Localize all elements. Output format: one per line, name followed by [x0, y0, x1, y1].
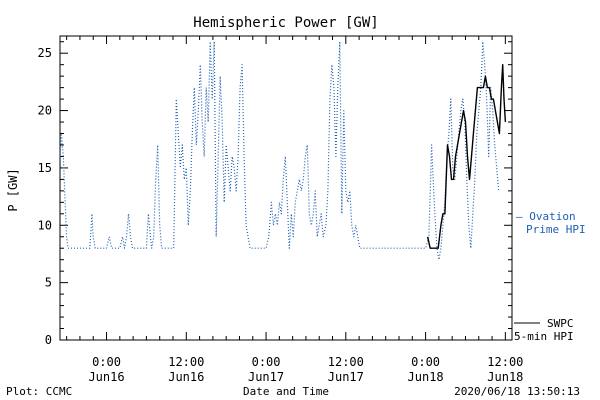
series-layer — [59, 41, 507, 261]
y-tick-label: 10 — [38, 218, 52, 232]
x-tick-date-label: Jun18 — [487, 370, 523, 384]
x-tick-date-label: Jun16 — [88, 370, 124, 384]
x-axis-label: Date and Time — [243, 385, 329, 398]
x-tick-time-label: 0:00 — [92, 355, 121, 369]
legend-swpc: SWPC 5-min HPI — [514, 317, 574, 343]
y-axis: 0 5 10 15 20 25 — [38, 41, 512, 347]
y-axis-label: P [GW] — [6, 168, 20, 211]
x-tick-time-label: 0:00 — [411, 355, 440, 369]
x-tick-date-label: Jun17 — [248, 370, 284, 384]
y-tick-label: 15 — [38, 161, 52, 175]
x-tick-time-label: 12:00 — [328, 355, 364, 369]
x-tick-date-label: Jun17 — [328, 370, 364, 384]
y-tick-label: 5 — [45, 276, 52, 290]
legend-ovation: — Ovation Prime HPI — [516, 210, 586, 236]
legend-ovation-line2: Prime HPI — [526, 223, 586, 236]
series-swpc-line — [426, 64, 507, 249]
series-ovation-prime-line — [59, 41, 500, 261]
x-axis: 0:00Jun1612:00Jun160:00Jun1712:00Jun170:… — [66, 36, 523, 384]
x-tick-date-label: Jun16 — [168, 370, 204, 384]
plot-credit: Plot: CCMC — [6, 385, 72, 398]
legend-swpc-line1: SWPC — [547, 317, 574, 330]
legend-ovation-line1: — Ovation — [516, 210, 576, 223]
y-tick-label: 20 — [38, 104, 52, 118]
x-tick-time-label: 12:00 — [168, 355, 204, 369]
plot-frame — [59, 35, 513, 341]
plot-timestamp: 2020/06/18 13:50:13 — [454, 385, 580, 398]
x-tick-time-label: 0:00 — [252, 355, 281, 369]
legend-swpc-line2: 5-min HPI — [514, 330, 574, 343]
chart-title: Hemispheric Power [GW] — [193, 15, 378, 31]
x-tick-time-label: 12:00 — [487, 355, 523, 369]
x-tick-date-label: Jun18 — [408, 370, 444, 384]
y-tick-label: 0 — [45, 333, 52, 347]
y-tick-label: 25 — [38, 46, 52, 60]
